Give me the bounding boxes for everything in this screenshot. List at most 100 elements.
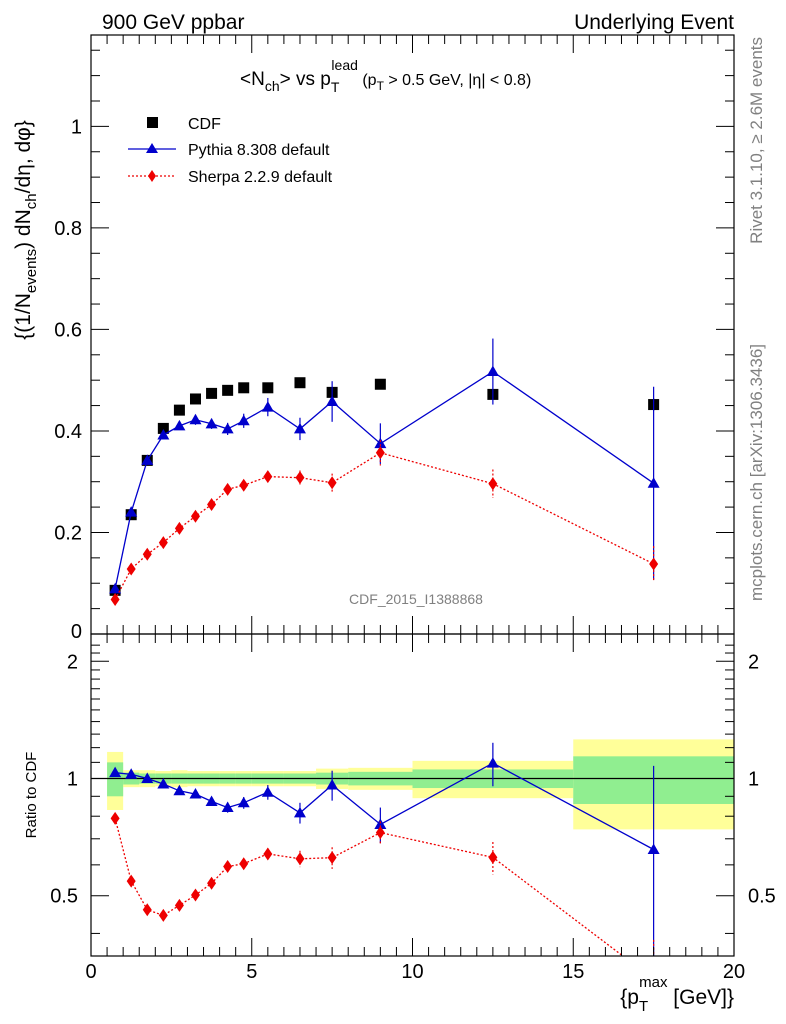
axis-ticks: 0 5 10 15 20 0 0.2 0.4 0.6 0.8 1 0.5 0.5 1 1 2 2 [50,35,776,983]
x-tick-label: 5 [246,961,257,983]
cdf-point [222,384,234,396]
title-part-a-sub: ch [265,78,280,94]
ratio-content [91,742,734,956]
pythia-point [189,413,202,425]
x-tick-label: 20 [723,961,745,983]
cdf-point [157,422,169,434]
analysis-watermark: CDF_2015_I1388868 [349,591,483,607]
ratio-pythia-point [261,786,274,797]
cdf-point [189,393,201,405]
title-part-d: > 0.5 GeV, |η| < 0.8) [384,72,531,89]
ratio-sherpa-point [110,811,120,825]
ratio-pythia-point [189,788,202,799]
title-part-b: > vs p [280,69,331,90]
ratio-pythia-point [125,768,138,779]
main-y-tick-label: 0.4 [54,421,82,443]
ratio-pythia-point [205,795,218,806]
pythia-point [237,414,250,426]
cdf-point [374,378,386,390]
ratio-pythia-point [293,806,306,818]
title-part-b-sub: T [331,79,340,95]
sherpa-point [174,521,184,535]
ratio-sherpa-point [190,888,200,902]
ratio-sherpa-point [295,852,305,866]
cdf-point [206,387,218,399]
ratio-y-tick-label: 0.5 [50,886,78,908]
sherpa-point [488,477,498,491]
main-y-tick-label: 1 [71,116,82,138]
sherpa-point [142,547,152,561]
x-tick-label: 0 [85,961,96,983]
x-tick-label: 10 [401,961,423,983]
legend-pythia-marker [146,143,158,153]
ratio-y-tick-label-right: 2 [748,651,759,673]
pythia-point [125,506,138,517]
sherpa-point [649,557,659,571]
sherpa-point [126,562,136,576]
xlabel-part-a-sup: max [639,974,668,991]
main-y-tick-label: 0 [71,621,82,643]
legend-sherpa-marker [148,170,156,182]
pythia-point [261,401,274,412]
sherpa-line [114,452,654,600]
x-axis-label: {pTmax [GeV]} [620,974,734,1015]
main-y-tick-label: 0.8 [54,218,82,240]
ratio-pythia-point [374,818,387,829]
pythia-point [221,422,234,434]
title-part-a: <N [240,69,265,90]
ratio-y-axis-label: Ratio to CDF [23,752,40,839]
pythia-point [157,429,170,440]
sherpa-point [375,446,385,460]
title-part-c-sub: T [377,79,385,93]
main-content [109,338,660,606]
pythia-point [173,419,186,431]
legend: CDF Pythia 8.308 default Sherpa 2.2.9 de… [128,116,333,186]
sherpa-point [327,476,337,490]
sherpa-point [190,509,200,523]
ratio-sherpa-point [126,874,136,888]
ratio-sherpa-point [158,908,168,922]
ylabel-part-c: /dη, dφ} [12,120,35,193]
ratio-sherpa-point [174,898,184,912]
pythia-point [486,365,499,377]
pythia-point [205,417,218,429]
ratio-y-tick-label-right: 1 [748,768,759,790]
ratio-pythia-point [647,843,660,855]
ratio-pythia-point [326,779,339,790]
ratio-pythia-point [109,766,122,778]
ratio-sherpa-point [327,851,337,865]
sherpa-point [239,478,249,492]
header-right: Underlying Event [574,11,734,34]
ratio-pythia-point [221,801,234,813]
sherpa-point [295,471,305,485]
title-part-b-sup: lead [331,57,357,73]
xlabel-part-a-sub: T [639,998,648,1015]
xlabel-part-a: {p [620,986,639,1009]
pythia-point [141,454,154,465]
main-y-axis-label: {(1/Nevents) dNch/dη, dφ} [12,120,40,340]
ratio-sherpa-point [488,850,498,864]
ratio-pythia-point [237,796,250,808]
sherpa-point [110,592,120,606]
cdf-point [238,382,250,394]
title-part-c: (p [358,72,377,89]
ratio-sherpa-point [375,826,385,840]
x-tick-label: 15 [562,961,584,983]
pythia-point [326,395,339,407]
ratio-sherpa-point [223,860,233,874]
main-y-tick-label: 0.2 [54,522,82,544]
legend-pythia-label: Pythia 8.308 default [188,142,330,159]
stat-band-bin [107,762,124,797]
pythia-point [109,582,122,594]
ratio-sherpa-point [239,857,249,871]
ratio-sherpa-point [207,876,217,890]
ratio-sherpa-point [263,847,273,861]
pythia-point [374,437,387,449]
legend-cdf-marker [147,117,158,128]
rivet-label: Rivet 3.1.10, ≥ 2.6M events [747,37,766,244]
ylabel-part-b: ) dN [12,209,35,249]
ratio-pythia-point [141,772,154,783]
cdf-point [262,382,274,394]
pythia-point [293,422,306,434]
